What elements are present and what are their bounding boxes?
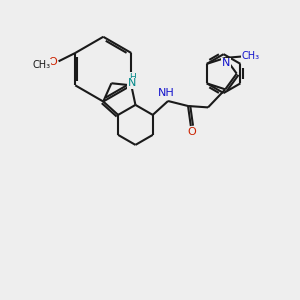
Text: CH₃: CH₃ bbox=[32, 60, 50, 70]
Text: O: O bbox=[48, 57, 57, 67]
Text: N: N bbox=[128, 78, 136, 88]
Text: CH₃: CH₃ bbox=[241, 52, 259, 61]
Text: NH: NH bbox=[158, 88, 175, 98]
Text: O: O bbox=[188, 127, 196, 137]
Text: N: N bbox=[222, 58, 230, 68]
Text: H: H bbox=[129, 73, 136, 82]
